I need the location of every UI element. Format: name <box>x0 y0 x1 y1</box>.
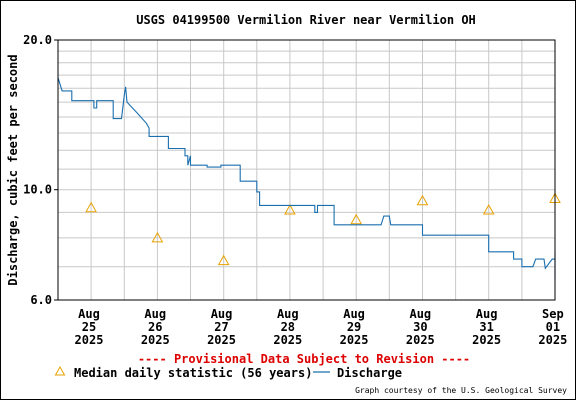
series-layer <box>57 77 561 280</box>
x-tick-label: 2025 <box>273 333 302 347</box>
y-tick-label: 20.0 <box>23 33 52 47</box>
grid-layer <box>58 40 555 300</box>
x-tick-label: Aug <box>343 307 365 321</box>
x-tick-label: 29 <box>347 320 361 334</box>
x-tick-label: 2025 <box>141 333 170 347</box>
x-tick-label: Aug <box>211 307 233 321</box>
x-tick-label: 2025 <box>472 333 501 347</box>
x-tick-label: 28 <box>281 320 295 334</box>
x-tick-label: Aug <box>476 307 498 321</box>
y-tick-label: 10.0 <box>23 183 52 197</box>
x-tick-label: 2025 <box>75 333 104 347</box>
x-tick-label: 2025 <box>406 333 435 347</box>
usgs-credit: Graph courtesy of the U.S. Geological Su… <box>355 386 567 395</box>
x-tick-label: Aug <box>277 307 299 321</box>
x-tick-label: 2025 <box>340 333 369 347</box>
median-triangle-marker <box>284 204 296 215</box>
y-axis-label: Discharge, cubic feet per second <box>6 54 20 285</box>
x-tick-label: 01 <box>546 320 560 334</box>
legend: Median daily statistic (56 years) Discha… <box>54 365 402 380</box>
median-triangle-marker <box>217 254 230 266</box>
median-triangle-marker <box>85 201 97 213</box>
legend-discharge-label: Discharge <box>337 366 402 380</box>
provisional-data-notice: ---- Provisional Data Subject to Revisio… <box>138 352 470 366</box>
legend-median-triangle-icon <box>54 365 66 376</box>
x-tick-label: Aug <box>144 307 166 321</box>
legend-median-label: Median daily statistic (56 years) <box>74 366 312 380</box>
x-tick-labels: Aug252025Aug262025Aug272025Aug282025Aug2… <box>75 307 568 347</box>
x-tick-label: Aug <box>409 307 431 321</box>
median-triangle-marker <box>151 231 164 243</box>
y-tick-label: 6.0 <box>30 293 52 307</box>
x-tick-label: 2025 <box>538 333 567 347</box>
x-tick-label: Sep <box>542 307 564 321</box>
x-tick-label: 31 <box>479 320 493 334</box>
median-triangle-marker <box>482 204 495 215</box>
chart-title: USGS 04199500 Vermilion River near Vermi… <box>136 13 476 27</box>
y-tick-labels: 20.0 10.0 6.0 <box>23 33 58 307</box>
x-tick-label: 26 <box>148 320 162 334</box>
plot-area-border <box>57 39 556 301</box>
median-triangle-marker <box>416 194 429 206</box>
x-tick-label: 25 <box>82 320 96 334</box>
median-triangle-marker <box>350 213 363 225</box>
x-tick-label: 27 <box>214 320 228 334</box>
x-tick-label: 30 <box>413 320 427 334</box>
x-tick-label: Aug <box>78 307 100 321</box>
discharge-line <box>57 77 556 280</box>
x-tick-label: 2025 <box>207 333 236 347</box>
